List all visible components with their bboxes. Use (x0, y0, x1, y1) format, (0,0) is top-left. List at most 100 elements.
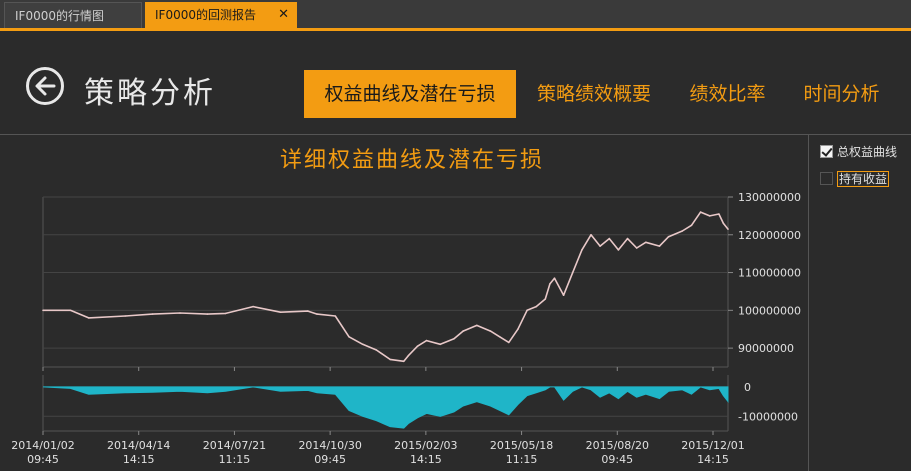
equity-point (252, 305, 254, 308)
equity-point (361, 343, 364, 346)
checkbox-unchecked-icon[interactable] (820, 172, 833, 185)
x-tick-label-date: 2014/07/21 (203, 439, 266, 452)
equity-chart: 详细权益曲线及潜在亏损 90000000 100000000 110000000 12… (11, 148, 801, 466)
equity-point (279, 311, 282, 313)
equity-point (590, 234, 592, 236)
x-tick-label-date: 2015/08/20 (586, 439, 649, 452)
page-header: 策略分析 权益曲线及潜在亏损 策略绩效概要 绩效比率 时间分析 (0, 31, 911, 135)
x-tick-label-time: 09:45 (27, 453, 59, 466)
tab-market-chart[interactable]: IF0000的行情图 (4, 2, 142, 28)
equity-point (224, 312, 227, 315)
equity-point (489, 330, 492, 332)
x-tick-label-time: 14:15 (123, 453, 155, 466)
x-tick-label-date: 2015/02/03 (394, 439, 457, 452)
equity-point (425, 339, 428, 342)
y-tick-label: 130000000 (738, 191, 801, 204)
equity-point (453, 337, 455, 340)
equity-point (389, 358, 391, 361)
equity-point (544, 298, 547, 300)
x-tick-label-date: 2015/05/18 (490, 439, 553, 452)
equity-point (498, 336, 501, 338)
equity-point (517, 328, 519, 330)
equity-point (508, 341, 510, 344)
equity-point (476, 324, 478, 327)
y-tick-label-drawdown: 0 (744, 381, 751, 394)
equity-point (206, 313, 209, 315)
equity-point (42, 309, 44, 312)
x-tick-label-date: 2014/10/30 (298, 439, 361, 452)
tab-performance-ratios[interactable]: 绩效比率 (689, 83, 766, 105)
tab-backtest-report-label: IF0000的回测报告 (155, 8, 256, 22)
equity-point (375, 349, 378, 351)
tab-market-chart-label: IF0000的行情图 (15, 9, 104, 23)
equity-point (124, 315, 126, 317)
equity-point (549, 283, 551, 285)
x-tick-label-time: 11:15 (219, 453, 251, 466)
y-tick-label-drawdown: -10000000 (738, 410, 798, 423)
equity-point (667, 235, 670, 238)
x-tick-label-time: 09:45 (601, 453, 633, 466)
legend-equity-toggle[interactable]: 总权益曲线 (820, 143, 897, 161)
equity-point (690, 224, 693, 227)
equity-point (307, 310, 309, 312)
tab-bar: IF0000的行情图 IF0000的回测报告 ✕ (0, 0, 911, 31)
x-tick-label-time: 14:15 (410, 453, 442, 466)
equity-point (69, 309, 72, 312)
equity-point (403, 360, 405, 363)
equity-point (553, 277, 556, 279)
legend-holding-label: 持有收益 (837, 171, 890, 187)
tab-performance-summary[interactable]: 策略绩效概要 (536, 83, 651, 105)
equity-point (645, 241, 647, 244)
equity-point (316, 313, 318, 315)
equity-point (626, 237, 629, 240)
equity-point (439, 343, 442, 346)
tab-backtest-report[interactable]: IF0000的回测报告 ✕ (145, 2, 297, 28)
equity-point (727, 228, 729, 230)
equity-point (462, 330, 464, 332)
equity-point (699, 211, 702, 213)
equity-point (416, 345, 419, 347)
x-tick-label-date: 2015/12/01 (681, 439, 744, 452)
legend-holding-toggle[interactable]: 持有收益 (820, 170, 890, 188)
equity-point (571, 271, 574, 274)
y-tick-label: 110000000 (738, 267, 801, 280)
equity-point (562, 294, 565, 296)
chart-panel: 详细权益曲线及潜在亏损 90000000 100000000 110000000 12… (6, 135, 809, 471)
equity-point (581, 249, 583, 251)
back-arrow-icon (35, 76, 56, 96)
equity-point (718, 213, 720, 215)
equity-point (599, 245, 601, 247)
equity-point (658, 245, 661, 247)
chart-title: 详细权益曲线及潜在亏损 (280, 148, 544, 173)
equity-point (87, 317, 90, 319)
legend-equity-label: 总权益曲线 (837, 145, 898, 159)
equity-point (635, 247, 638, 249)
equity-point (535, 305, 537, 308)
checkbox-checked-icon[interactable] (820, 145, 833, 158)
equity-point (708, 215, 711, 217)
equity-point (348, 336, 350, 338)
legend-panel: 总权益曲线 持有收益 (812, 135, 911, 471)
y-tick-label: 100000000 (738, 304, 801, 317)
equity-point (151, 313, 154, 315)
y-tick-label: 90000000 (738, 342, 794, 355)
equity-point (681, 230, 684, 232)
drawdown-area (42, 386, 729, 429)
equity-point (179, 312, 181, 314)
equity-point (722, 222, 725, 225)
tab-equity-curve[interactable]: 权益曲线及潜在亏损 (304, 70, 516, 118)
back-button[interactable] (26, 67, 64, 105)
page-title: 策略分析 (84, 76, 216, 111)
equity-point (617, 249, 620, 251)
x-tick-label-date: 2014/01/02 (11, 439, 74, 452)
equity-point (608, 237, 611, 240)
close-icon[interactable]: ✕ (278, 7, 289, 22)
equity-point (334, 315, 337, 317)
equity-point (526, 309, 528, 312)
x-tick-label-time: 09:45 (314, 453, 346, 466)
x-tick-label-time: 14:15 (697, 453, 729, 466)
x-tick-label-date: 2014/04/14 (107, 439, 170, 452)
y-tick-label: 120000000 (738, 229, 801, 242)
tab-time-analysis[interactable]: 时间分析 (803, 83, 880, 105)
x-tick-label-time: 11:15 (506, 453, 538, 466)
